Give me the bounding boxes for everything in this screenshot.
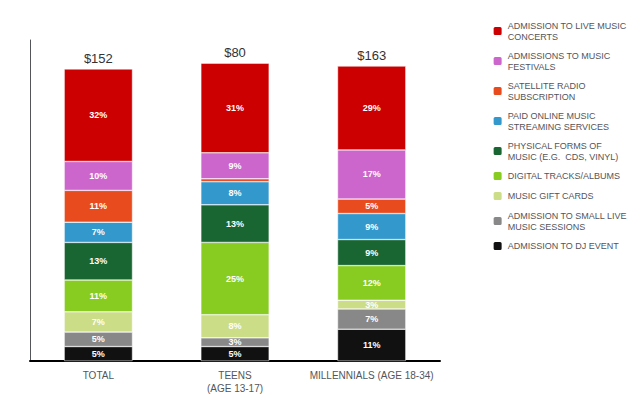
svg-text:MUSIC (E.G. CDS, VINYL): MUSIC (E.G. CDS, VINYL) <box>508 152 619 162</box>
svg-text:7%: 7% <box>92 227 105 237</box>
svg-text:11%: 11% <box>363 340 381 350</box>
svg-text:MUSIC GIFT CARDS: MUSIC GIFT CARDS <box>508 191 594 201</box>
svg-text:8%: 8% <box>228 188 241 198</box>
svg-text:25%: 25% <box>226 274 244 284</box>
svg-text:11%: 11% <box>90 291 108 301</box>
svg-text:3%: 3% <box>365 300 378 310</box>
svg-text:3%: 3% <box>228 337 241 347</box>
svg-text:PAID ONLINE MUSIC: PAID ONLINE MUSIC <box>508 111 596 121</box>
svg-text:9%: 9% <box>365 248 378 258</box>
svg-text:9%: 9% <box>228 161 241 171</box>
svg-text:31%: 31% <box>226 103 244 113</box>
svg-text:5%: 5% <box>92 334 105 344</box>
svg-text:11%: 11% <box>90 201 108 211</box>
svg-text:TOTAL: TOTAL <box>83 370 115 381</box>
svg-text:ADMISSION TO SMALL LIVE: ADMISSION TO SMALL LIVE <box>508 211 627 221</box>
svg-text:17%: 17% <box>363 169 381 179</box>
svg-text:MUSIC SESSIONS: MUSIC SESSIONS <box>508 222 586 232</box>
svg-text:CONCERTS: CONCERTS <box>508 32 558 42</box>
svg-text:SATELLITE RADIO: SATELLITE RADIO <box>508 81 586 91</box>
svg-text:9%: 9% <box>365 222 378 232</box>
svg-text:13%: 13% <box>89 256 107 266</box>
svg-text:MILLENNIALS (AGE 18-34): MILLENNIALS (AGE 18-34) <box>310 370 434 381</box>
svg-text:5%: 5% <box>365 201 378 211</box>
svg-text:$152: $152 <box>84 51 113 66</box>
svg-text:PHYSICAL FORMS OF: PHYSICAL FORMS OF <box>508 141 603 151</box>
svg-text:7%: 7% <box>92 317 105 327</box>
svg-text:$163: $163 <box>357 48 386 63</box>
svg-text:$80: $80 <box>224 45 246 60</box>
svg-text:32%: 32% <box>89 110 107 120</box>
svg-text:DIGITAL TRACKS/ALBUMS: DIGITAL TRACKS/ALBUMS <box>508 171 620 181</box>
svg-text:SUBSCRIPTION: SUBSCRIPTION <box>508 92 576 102</box>
svg-text:STREAMING SERVICES: STREAMING SERVICES <box>508 122 609 132</box>
svg-text:7%: 7% <box>365 314 378 324</box>
svg-text:(AGE 13-17): (AGE 13-17) <box>207 383 263 394</box>
svg-text:FESTIVALS: FESTIVALS <box>508 62 556 72</box>
svg-text:12%: 12% <box>363 278 381 288</box>
svg-text:ADMISSIONS TO MUSIC: ADMISSIONS TO MUSIC <box>508 51 611 61</box>
svg-text:5%: 5% <box>92 349 105 359</box>
svg-text:ADMISSION TO DJ EVENT: ADMISSION TO DJ EVENT <box>508 241 620 251</box>
svg-text:ADMISSION TO LIVE MUSIC: ADMISSION TO LIVE MUSIC <box>508 21 627 31</box>
svg-text:TEENS: TEENS <box>218 370 252 381</box>
svg-text:5%: 5% <box>228 349 241 359</box>
svg-text:8%: 8% <box>228 321 241 331</box>
svg-text:29%: 29% <box>363 103 381 113</box>
svg-text:10%: 10% <box>89 171 107 181</box>
svg-text:13%: 13% <box>226 219 244 229</box>
